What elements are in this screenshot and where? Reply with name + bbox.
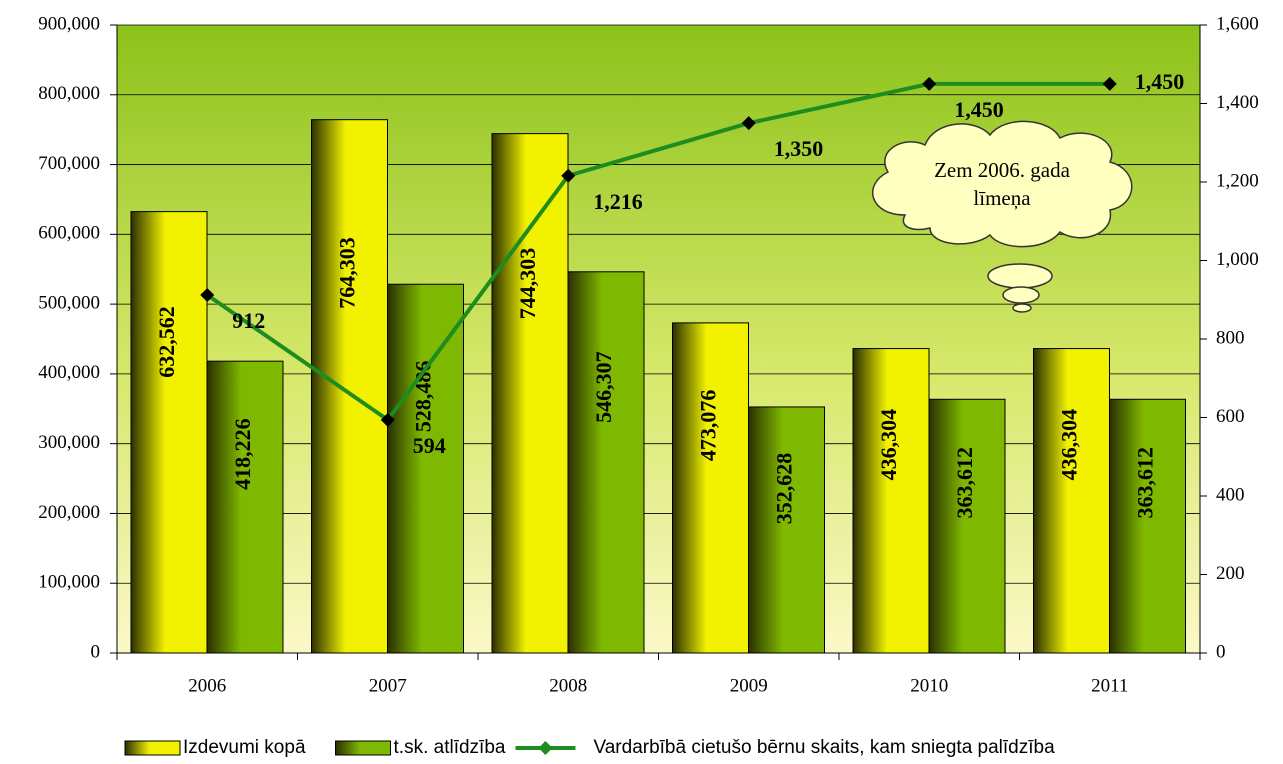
x-tick-label: 2008 [549, 675, 587, 696]
bar [748, 406, 825, 654]
data-label: 436,304 [876, 409, 901, 481]
legend: Izdevumi kopā t.sk. atlīdzība Vardarbībā c… [124, 737, 1055, 758]
bar [1033, 348, 1110, 654]
data-label: 546,307 [591, 351, 616, 423]
data-label: 363,612 [1133, 447, 1158, 519]
y-tick-label: 600,000 [38, 223, 100, 244]
y-tick-label: 800,000 [38, 83, 100, 104]
line-marker [1102, 76, 1117, 91]
y-tick-label: 300,000 [38, 432, 100, 453]
y-tick-label: 200,000 [38, 502, 100, 523]
data-label: 632,562 [154, 306, 179, 378]
data-label: 1,450 [1135, 69, 1185, 94]
line-marker [922, 76, 937, 91]
data-label: 912 [232, 308, 265, 333]
legend-swatch [335, 740, 392, 756]
bar [1109, 398, 1186, 654]
data-label: 1,450 [954, 97, 1004, 122]
data-label: 744,303 [515, 248, 540, 320]
bar [852, 348, 930, 654]
legend-marker [538, 741, 553, 755]
data-label: 764,303 [335, 237, 360, 309]
y-tick-label: 700,000 [38, 153, 100, 174]
y-tick-label: 900,000 [38, 13, 100, 34]
bar [206, 360, 284, 654]
bar [928, 398, 1006, 654]
x-tick-label: 2010 [910, 675, 948, 696]
y2-tick-label: 200 [1216, 563, 1245, 584]
line-marker [561, 168, 576, 183]
y2-tick-label: 600 [1216, 406, 1245, 427]
y2-tick-label: 1,400 [1216, 92, 1259, 113]
y-tick-label: 0 [91, 641, 101, 662]
y2-tick-label: 1,200 [1216, 170, 1259, 191]
annotation: Zem 2006. gada [934, 158, 1071, 182]
y-tick-label: 100,000 [38, 572, 100, 593]
y-tick-label: 400,000 [38, 362, 100, 383]
data-label: 418,226 [230, 418, 255, 490]
data-label: 1,350 [774, 136, 824, 161]
bar [491, 133, 569, 654]
x-tick-label: 2009 [730, 675, 768, 696]
axes: 0 100,000 200,000 300,000 400,000 500,000 600,… [38, 13, 1259, 696]
x-tick-label: 2006 [188, 675, 226, 696]
annotation: līmeņa [973, 186, 1031, 210]
y2-tick-label: 0 [1216, 641, 1226, 662]
line-marker [380, 412, 395, 427]
bar [387, 283, 464, 654]
line [206, 81, 1110, 423]
y2-tick-label: 400 [1216, 484, 1245, 505]
line-marker [200, 288, 215, 303]
legend-label: Vardarbībā cietušo bērnu skaits, kam sni… [593, 737, 1055, 758]
callout-cloud: Zem 2006. gada līmeņa [871, 120, 1133, 313]
data-label: 473,076 [696, 390, 721, 462]
bars: 632,562 764,303 744,303 473,076 436,304 436,3… [130, 69, 1186, 654]
bar [672, 322, 749, 654]
y2-tick-label: 1,000 [1216, 249, 1259, 270]
bar [130, 211, 208, 654]
legend-swatch [124, 740, 181, 756]
line-marker [741, 116, 756, 131]
y2-tick-label: 800 [1216, 327, 1245, 348]
bar [567, 271, 645, 654]
x-tick-label: 2011 [1091, 675, 1128, 696]
legend-label: t.sk. atlīdzība [394, 737, 506, 758]
data-label: 352,628 [772, 453, 797, 525]
bar [311, 119, 388, 654]
data-label: 363,612 [952, 447, 977, 519]
y-tick-label: 500,000 [38, 292, 100, 313]
legend-label: Izdevumi kopā [183, 737, 306, 758]
data-label: 1,216 [593, 189, 643, 214]
y2-tick-label: 1,600 [1216, 13, 1259, 34]
data-label: 436,304 [1057, 409, 1082, 481]
x-tick-label: 2007 [369, 675, 407, 696]
data-label: 594 [413, 433, 446, 458]
